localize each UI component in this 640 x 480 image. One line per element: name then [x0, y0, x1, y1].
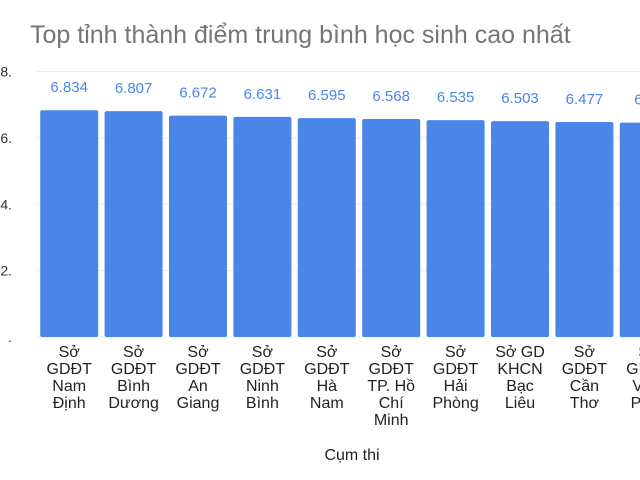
x-tick-label: Sở GDĐT Cần Thơ	[561, 344, 608, 412]
bar	[362, 119, 421, 337]
value-label: 6.535	[437, 89, 475, 106]
x-tick-label: Sở GDĐT Bình Dương	[108, 344, 159, 412]
value-label: 6.595	[308, 87, 346, 104]
bar	[426, 120, 485, 337]
value-label: 6.568	[372, 88, 410, 105]
y-tick-label: 6.	[0, 130, 12, 146]
value-label: 6.503	[501, 90, 539, 107]
y-tick-label: 2.	[0, 263, 12, 279]
bar	[619, 122, 640, 337]
x-tick-label: Sở GD KHCN Bạc Liêu	[495, 344, 545, 412]
bar	[169, 115, 227, 337]
x-tick-label: Sở GDĐT An Giang	[175, 344, 221, 412]
bar	[491, 121, 549, 337]
value-label: 6.834	[50, 79, 88, 96]
value-label: 6.631	[244, 86, 282, 103]
value-label: 6.672	[179, 85, 217, 102]
x-tick-label: Sở GDĐT Hải Phòng	[432, 344, 479, 412]
x-axis-title: Cụm thi	[324, 447, 379, 464]
x-tick-label: Sở GDĐT Nam Định	[46, 344, 92, 412]
y-tick-label: 8.	[0, 64, 12, 80]
x-tick-label: Sở GDĐT Ninh Bình	[239, 344, 286, 412]
value-label: 6.477	[566, 91, 604, 108]
x-tick-label: Sở GDĐT TP. Hồ Chí Minh	[367, 344, 416, 429]
bar	[104, 111, 163, 338]
bar	[555, 122, 614, 338]
chart-title: Top tỉnh thành điểm trung bình học sinh …	[30, 21, 571, 49]
y-tick-label: .	[8, 329, 12, 345]
bar	[297, 118, 356, 337]
value-label: 6.46	[634, 92, 640, 109]
bar	[40, 110, 99, 337]
x-tick-label: Sở GDĐT Vĩnh Phúc	[626, 344, 640, 412]
value-label: 6.807	[115, 80, 153, 97]
x-tick-label: Sở GDĐT Hà Nam	[304, 344, 350, 412]
bar	[233, 116, 292, 337]
y-tick-label: 4.	[0, 196, 12, 212]
